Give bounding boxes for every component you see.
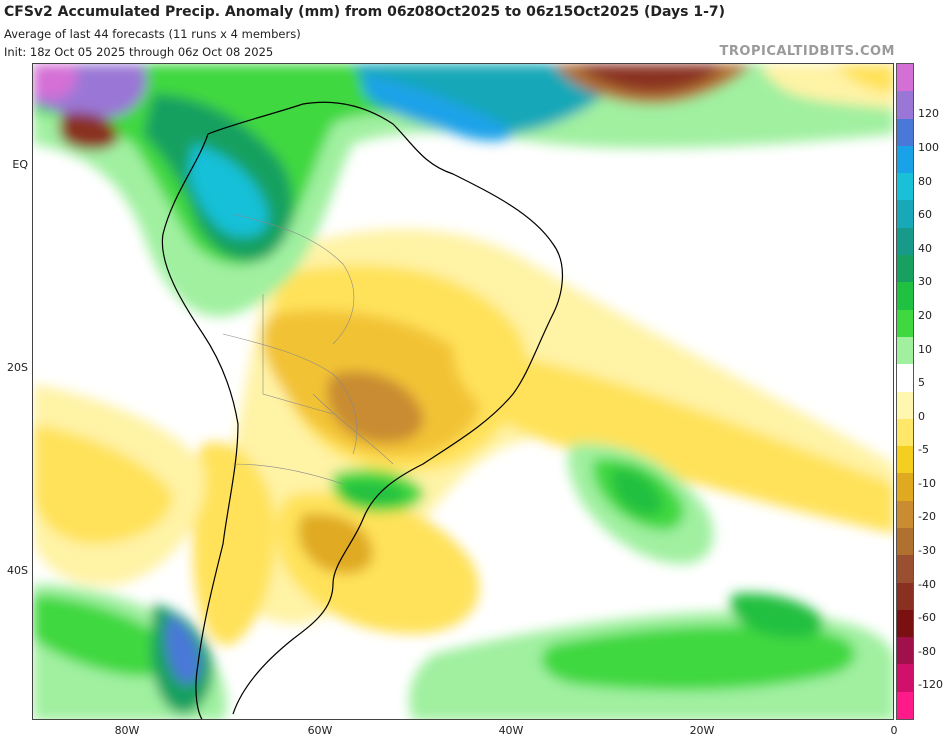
- colorbar-tick-label: 120: [918, 107, 939, 121]
- colorbar-segment: [897, 664, 913, 693]
- colorbar-tick-label: 0: [918, 409, 925, 423]
- colorbar-tick-label: 60: [918, 208, 932, 222]
- chart-title: CFSv2 Accumulated Precip. Anomaly (mm) f…: [4, 4, 726, 20]
- colorbar-tick-label: 40: [918, 241, 932, 255]
- colorbar-segment: [897, 309, 913, 338]
- political-borders: [222, 213, 394, 485]
- colorbar-segment: [897, 446, 913, 474]
- colorbar-segment: [897, 527, 913, 556]
- map-canvas: [33, 64, 893, 719]
- colorbar-tick-label: 30: [918, 275, 932, 289]
- colorbar-segment: [897, 336, 913, 365]
- lon-label-20w: 20W: [689, 724, 715, 737]
- colorbar-tick-label: -5: [918, 443, 929, 457]
- colorbar-tick-label: 100: [918, 140, 939, 154]
- precip-anomaly-map: [32, 63, 894, 720]
- colorbar-tick-label: -80: [918, 644, 936, 658]
- colorbar-segment: [897, 255, 913, 283]
- lon-label-80w: 80W: [114, 724, 140, 737]
- colorbar: [896, 63, 914, 720]
- colorbar-segment: [897, 200, 913, 229]
- chart-subtitle: Average of last 44 forecasts (11 runs x …: [4, 27, 301, 41]
- init-time-label: Init: 18z Oct 05 2025 through 06z Oct 08…: [4, 45, 274, 59]
- colorbar-segment: [897, 282, 913, 311]
- brand-watermark: TROPICALTIDBITS.COM: [719, 44, 895, 59]
- colorbar-segment: [897, 391, 913, 420]
- colorbar-tick-label: -60: [918, 611, 936, 625]
- colorbar-tick-label: -120: [918, 678, 943, 692]
- lon-label-0: 0: [890, 724, 898, 737]
- colorbar-tick-label: -30: [918, 544, 936, 558]
- coastline: [161, 101, 564, 719]
- colorbar-tick-label: 10: [918, 342, 932, 356]
- colorbar-segment: [897, 555, 913, 584]
- colorbar-tick-label: -40: [918, 577, 936, 591]
- lat-label-eq: EQ: [12, 158, 28, 171]
- colorbar-segment: [897, 609, 913, 638]
- colorbar-segment: [897, 145, 913, 174]
- colorbar-segment: [897, 637, 913, 665]
- colorbar-segment: [897, 227, 913, 256]
- colorbar-tick-label: 20: [918, 308, 932, 322]
- colorbar-segment: [897, 500, 913, 529]
- colorbar-tick-label: 80: [918, 174, 932, 188]
- colorbar-tick-label: -10: [918, 476, 936, 490]
- colorbar-segment: [897, 364, 913, 392]
- colorbar-segment: [897, 691, 913, 720]
- lon-label-60w: 60W: [307, 724, 333, 737]
- lat-label-40s: 40S: [7, 564, 28, 577]
- colorbar-segment: [897, 473, 913, 502]
- anomaly-field: [33, 64, 893, 719]
- colorbar-tick-label: 5: [918, 376, 925, 390]
- colorbar-segment: [897, 582, 913, 611]
- lat-label-20s: 20S: [7, 361, 28, 374]
- colorbar-segment: [897, 118, 913, 147]
- colorbar-segment: [897, 173, 913, 201]
- colorbar-segment: [897, 64, 913, 92]
- colorbar-segment: [897, 91, 913, 120]
- colorbar-segment: [897, 418, 913, 447]
- colorbar-tick-label: -20: [918, 510, 936, 524]
- lon-label-40w: 40W: [498, 724, 524, 737]
